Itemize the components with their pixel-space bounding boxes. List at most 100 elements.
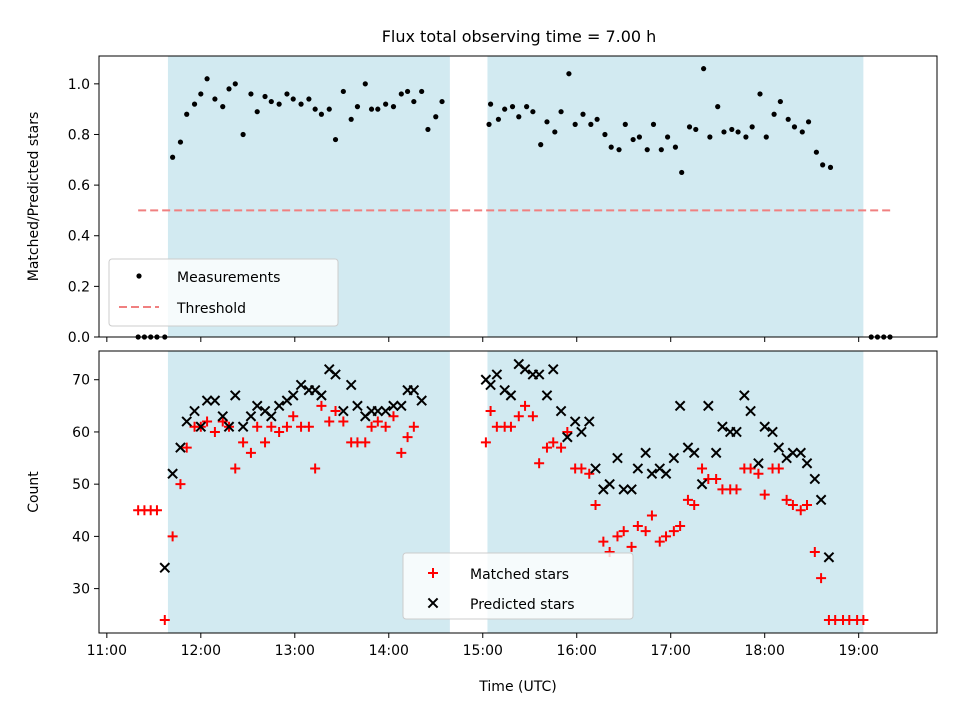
matched-star-point xyxy=(689,500,700,511)
matched-star-point xyxy=(753,468,764,479)
measurement-point xyxy=(729,126,735,133)
matched-star-point xyxy=(230,463,241,474)
matched-star-point xyxy=(252,421,263,432)
predicted-star-point xyxy=(541,390,553,401)
predicted-star-point xyxy=(167,468,178,480)
predicted-star-point xyxy=(787,447,799,459)
measurement-point xyxy=(558,109,564,115)
matched-star-point xyxy=(338,416,349,427)
measurement-point xyxy=(630,136,636,143)
matched-star-point xyxy=(773,463,784,474)
measurement-point xyxy=(419,88,425,95)
chart-title: Flux total observing time = 7.00 h xyxy=(382,27,657,46)
measurement-point xyxy=(552,129,558,135)
x-tick-label: 18:00 xyxy=(745,643,785,659)
predicted-star-point xyxy=(618,484,630,495)
matched-star-point xyxy=(402,432,413,443)
matched-star-point xyxy=(711,473,722,484)
measurement-point xyxy=(177,139,184,145)
matched-star-point xyxy=(281,421,292,432)
shaded-interval-2 xyxy=(487,56,864,337)
measurement-point xyxy=(439,98,445,105)
measurement-point xyxy=(679,169,685,176)
measurement-point xyxy=(664,134,671,140)
measurement-point xyxy=(232,81,238,87)
measurement-point xyxy=(644,147,650,153)
measurement-point xyxy=(658,147,664,153)
measurement-point xyxy=(580,111,586,117)
measurement-point xyxy=(799,129,805,135)
predicted-star-point xyxy=(352,400,363,412)
y-tick-label: 60 xyxy=(72,425,90,441)
measurement-point xyxy=(827,164,834,170)
matched-star-point xyxy=(303,421,314,432)
measurement-point xyxy=(813,149,819,155)
x-tick-label: 19:00 xyxy=(839,643,879,659)
y-tick-label: 0.4 xyxy=(68,229,90,245)
measurement-point xyxy=(707,134,713,140)
predicted-star-point xyxy=(195,421,207,433)
measurement-point xyxy=(701,66,707,72)
measurement-point xyxy=(326,106,332,112)
matched-star-point xyxy=(675,520,686,531)
matched-star-point xyxy=(562,426,573,437)
measurement-point xyxy=(204,76,210,82)
predicted-star-point xyxy=(217,410,229,422)
predicted-star-point xyxy=(604,478,615,490)
matched-star-point xyxy=(618,526,629,537)
predicted-star-point xyxy=(668,452,680,464)
matched-star-point xyxy=(731,484,742,495)
matched-star-point xyxy=(801,500,812,511)
legend-box xyxy=(402,552,634,620)
measurement-point xyxy=(602,131,608,138)
predicted-star-point xyxy=(316,390,327,401)
measurement-point xyxy=(757,91,763,97)
predicted-star-point xyxy=(590,463,601,474)
y-tick-label: 70 xyxy=(72,373,90,389)
measurement-point xyxy=(516,114,522,120)
predicted-star-point xyxy=(767,426,778,438)
y-tick-label: 0.6 xyxy=(68,178,90,194)
matched-star-point xyxy=(480,437,491,448)
matched-star-point xyxy=(505,421,516,432)
matched-star-point xyxy=(640,526,651,537)
matched-star-point xyxy=(612,531,623,542)
predicted-star-point xyxy=(717,421,728,433)
measurement-point xyxy=(693,126,699,133)
predicted-star-point xyxy=(731,426,742,438)
matched-star-point xyxy=(388,411,399,422)
x-tick-label: 13:00 xyxy=(275,643,315,659)
matched-star-point xyxy=(548,437,559,448)
matched-star-point xyxy=(632,520,643,531)
measurement-point xyxy=(572,121,578,127)
measurement-point xyxy=(735,129,741,135)
measurement-point xyxy=(226,86,232,92)
matched-star-point xyxy=(858,614,869,625)
matched-star-point xyxy=(668,526,679,537)
measurement-point xyxy=(530,109,536,115)
matched-star-point xyxy=(245,447,256,458)
matched-star-point xyxy=(274,426,285,437)
matched-star-point xyxy=(324,416,335,427)
matched-star-point xyxy=(260,437,271,448)
measurement-point xyxy=(375,106,381,112)
measurement-point xyxy=(298,101,304,107)
matched-star-point xyxy=(209,426,220,437)
measurement-point xyxy=(588,121,594,127)
legend-marker-matched xyxy=(428,568,438,578)
matched-star-point xyxy=(175,479,186,490)
measurement-point xyxy=(433,114,439,120)
predicted-star-point xyxy=(739,390,750,401)
measurement-point xyxy=(715,104,721,110)
matched-star-point xyxy=(380,421,391,432)
matched-star-point xyxy=(816,573,827,584)
measurement-point xyxy=(616,147,622,153)
predicted-star-point xyxy=(646,468,658,480)
measurement-point xyxy=(502,106,508,112)
y-tick-label: 0.2 xyxy=(68,279,90,295)
predicted-star-point xyxy=(295,379,307,391)
predicted-star-point xyxy=(569,416,581,427)
x-tick-label: 15:00 xyxy=(463,643,503,659)
predicted-star-point xyxy=(330,369,341,380)
x-axis-label: Time (UTC) xyxy=(478,679,556,695)
